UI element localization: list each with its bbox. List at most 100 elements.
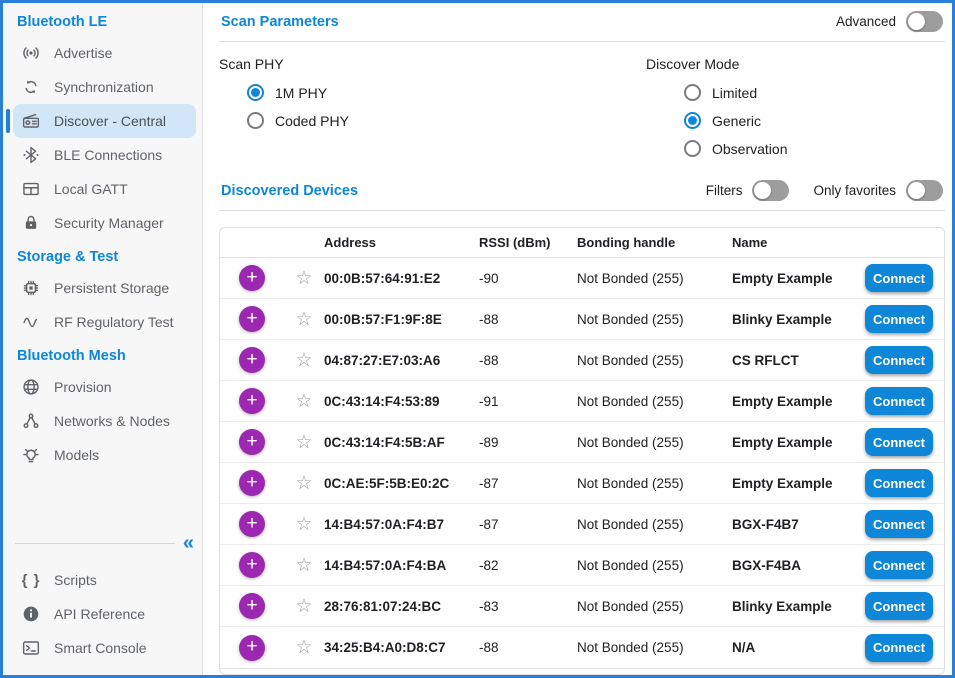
sidebar-item-persistent-storage[interactable]: Persistent Storage: [13, 271, 196, 305]
connect-cell: Connect: [865, 305, 944, 333]
sidebar-item-provision[interactable]: Provision: [13, 370, 196, 404]
connect-button[interactable]: Connect: [865, 387, 933, 415]
sidebar-item-label: Smart Console: [54, 640, 147, 656]
device-bonding: Not Bonded (255): [577, 516, 684, 532]
scan-phy-label: Scan PHY: [219, 56, 284, 72]
favorite-star-icon[interactable]: ☆: [295, 513, 313, 535]
sidebar-item-networks-nodes[interactable]: Networks & Nodes: [13, 404, 196, 438]
sidebar-item-label: Discover - Central: [54, 113, 167, 129]
device-table-body: + ☆ 00:0B:57:64:91:E2 -90 Not Bonded (255) Em…: [220, 258, 944, 668]
expand-device-button[interactable]: +: [239, 552, 265, 578]
connect-button[interactable]: Connect: [865, 469, 933, 497]
connect-button[interactable]: Connect: [865, 264, 933, 292]
connect-button[interactable]: Connect: [865, 510, 933, 538]
connect-cell: Connect: [865, 551, 944, 579]
sidebar-item-discover-central[interactable]: Discover - Central: [6, 104, 196, 138]
sidebar-section-title-bluetooth-le: Bluetooth LE: [17, 14, 108, 30]
sidebar: Bluetooth LE Advertise Synchronization Disc…: [3, 3, 203, 675]
expand-device-button[interactable]: +: [239, 265, 265, 291]
device-address: 0C:AE:5F:5B:E0:2C: [324, 475, 450, 491]
favorite-cell: ☆: [284, 556, 324, 575]
connect-button[interactable]: Connect: [865, 592, 933, 620]
discover-mode-options: Limited Generic Observation: [684, 81, 945, 160]
selected-indicator: [6, 109, 10, 133]
sidebar-item-label: Security Manager: [54, 215, 164, 231]
expand-device-button[interactable]: +: [239, 470, 265, 496]
only-favorites-toggle[interactable]: [906, 180, 943, 201]
sidebar-item-api-reference[interactable]: API Reference: [13, 597, 196, 631]
filters-toggle[interactable]: [752, 180, 790, 201]
device-name: Empty Example: [732, 475, 833, 491]
expand-device-button[interactable]: +: [239, 347, 265, 373]
connect-button[interactable]: Connect: [865, 346, 933, 374]
device-row: + ☆ 00:0B:57:F1:9F:8E -88 Not Bonded (255) Bl…: [220, 299, 944, 340]
radio-label: 1M PHY: [275, 84, 328, 101]
main-content: Scan Parameters Advanced Scan PHY 1M PHY…: [203, 3, 952, 675]
expand-cell: +: [220, 634, 284, 661]
expand-device-button[interactable]: +: [239, 306, 265, 332]
device-row: + ☆ 14:B4:57:0A:F4:BA -82 Not Bonded (255) BG…: [220, 545, 944, 586]
sidebar-item-label: Local GATT: [54, 181, 128, 197]
sidebar-item-smart-console[interactable]: Smart Console: [13, 631, 196, 665]
scan-phy-options: 1M PHY Coded PHY: [247, 81, 646, 132]
favorite-star-icon[interactable]: ☆: [295, 472, 313, 494]
filters-label: Filters: [705, 183, 743, 198]
favorite-star-icon[interactable]: ☆: [295, 595, 313, 617]
radio-button-limited[interactable]: [684, 84, 701, 101]
radio-button-coded-phy[interactable]: [247, 112, 264, 129]
expand-device-button[interactable]: +: [239, 388, 265, 414]
device-row: + ☆ 14:B4:57:0A:F4:B7 -87 Not Bonded (255) BG…: [220, 504, 944, 545]
device-table: Address RSSI (dBm) Bonding handle Name +…: [219, 227, 945, 675]
sidebar-item-models[interactable]: Models: [13, 438, 196, 472]
device-row: + ☆ 0C:43:14:F4:5B:AF -89 Not Bonded (255) Em…: [220, 422, 944, 463]
favorite-cell: ☆: [284, 392, 324, 411]
favorite-cell: ☆: [284, 597, 324, 616]
expand-device-button[interactable]: +: [239, 511, 265, 537]
lightbulb-icon: [21, 445, 41, 465]
connect-button[interactable]: Connect: [865, 551, 933, 579]
lock-icon: [21, 213, 41, 233]
advanced-label: Advanced: [835, 14, 896, 29]
sidebar-item-security-manager[interactable]: Security Manager: [13, 206, 196, 240]
expand-device-button[interactable]: +: [239, 593, 265, 619]
device-bonding: Not Bonded (255): [577, 311, 684, 327]
connect-cell: Connect: [865, 346, 944, 374]
sidebar-item-label: Persistent Storage: [54, 280, 170, 296]
sidebar-item-local-gatt[interactable]: Local GATT: [13, 172, 196, 206]
favorite-star-icon[interactable]: ☆: [295, 267, 313, 289]
toggle-knob: [754, 182, 772, 199]
favorite-star-icon[interactable]: ☆: [295, 390, 313, 412]
advanced-toggle[interactable]: [906, 11, 943, 32]
sidebar-item-scripts[interactable]: { } Scripts: [13, 563, 196, 597]
device-row: + ☆ 00:0B:57:64:91:E2 -90 Not Bonded (255) Em…: [220, 258, 944, 299]
radio-option-coded-phy: Coded PHY: [247, 109, 646, 132]
connect-button[interactable]: Connect: [865, 428, 933, 456]
device-name: Blinky Example: [732, 311, 832, 327]
sidebar-item-label: RF Regulatory Test: [54, 314, 174, 330]
expand-device-button[interactable]: +: [239, 429, 265, 455]
sidebar-nav: Bluetooth LE Advertise Synchronization Disc…: [3, 3, 202, 472]
connect-button[interactable]: Connect: [865, 633, 933, 662]
favorite-star-icon[interactable]: ☆: [295, 308, 313, 330]
connect-button[interactable]: Connect: [865, 305, 933, 333]
favorite-star-icon[interactable]: ☆: [295, 431, 313, 453]
favorite-star-icon[interactable]: ☆: [295, 554, 313, 576]
sidebar-item-rf-regulatory-test[interactable]: RF Regulatory Test: [13, 305, 196, 339]
radio-button-observation[interactable]: [684, 140, 701, 157]
radio-button-1m-phy[interactable]: [247, 84, 264, 101]
sidebar-item-advertise[interactable]: Advertise: [13, 36, 196, 70]
favorite-star-icon[interactable]: ☆: [295, 349, 313, 371]
collapse-sidebar-icon[interactable]: «: [182, 532, 194, 554]
favorite-star-icon[interactable]: ☆: [295, 637, 313, 658]
sidebar-item-label: Synchronization: [54, 79, 154, 95]
sidebar-item-ble-connections[interactable]: BLE Connections: [13, 138, 196, 172]
device-address: 14:B4:57:0A:F4:BA: [324, 557, 447, 573]
radio-option-1m-phy: 1M PHY: [247, 81, 646, 104]
sidebar-item-synchronization[interactable]: Synchronization: [13, 70, 196, 104]
device-bonding: Not Bonded (255): [577, 270, 684, 286]
favorite-cell: ☆: [284, 433, 324, 452]
expand-device-button[interactable]: +: [239, 634, 265, 661]
sync-icon: [21, 77, 41, 97]
radio-button-generic[interactable]: [684, 112, 701, 129]
radio-label: Limited: [712, 84, 758, 101]
